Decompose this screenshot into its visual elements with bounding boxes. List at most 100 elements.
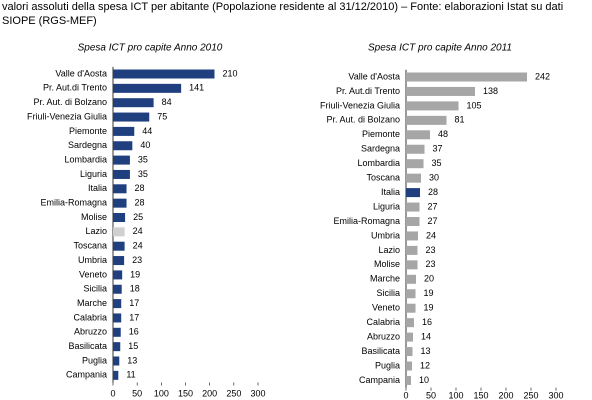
bar [406, 144, 425, 154]
value-label: 28 [135, 183, 145, 193]
bar [406, 260, 418, 270]
x-tick-label: 200 [498, 390, 513, 400]
bar [113, 356, 120, 366]
value-label: 48 [438, 129, 448, 139]
bar [113, 270, 123, 280]
value-label: 23 [426, 259, 436, 269]
category-label: Friuli-Venezia Giulia [27, 111, 107, 121]
category-label: Veneto [79, 269, 107, 279]
value-label: 35 [432, 158, 442, 168]
value-label: 35 [138, 154, 148, 164]
bar [406, 347, 413, 357]
value-label: 18 [130, 284, 140, 294]
value-label: 25 [133, 212, 143, 222]
bar [406, 188, 420, 198]
x-tick-label: 150 [178, 388, 193, 398]
bar [113, 327, 121, 337]
value-label: 12 [420, 360, 430, 370]
category-label: Lazio [378, 245, 400, 255]
bar [406, 361, 412, 371]
value-label: 30 [429, 173, 439, 183]
x-tick-label: 0 [110, 388, 115, 398]
category-label: Piemonte [69, 126, 107, 136]
category-label: Pr. Aut. di Bolzano [33, 97, 107, 107]
category-label: Pr. Aut.di Trento [336, 86, 400, 96]
bar [113, 83, 182, 93]
value-label: 84 [162, 97, 172, 107]
category-label: Italia [381, 187, 400, 197]
bar [113, 112, 150, 122]
category-label: Puglia [375, 360, 400, 370]
x-tick-label: 250 [226, 388, 241, 398]
bar [113, 299, 122, 309]
category-label: Molise [81, 212, 107, 222]
category-label: Calabria [73, 312, 107, 322]
bar [406, 303, 416, 313]
bar [113, 184, 127, 194]
value-label: 28 [428, 187, 438, 197]
bar [406, 318, 414, 328]
bar [406, 231, 418, 241]
value-label: 16 [422, 317, 432, 327]
x-tick-label: 50 [132, 388, 142, 398]
x-tick-label: 100 [154, 388, 169, 398]
value-label: 19 [424, 288, 434, 298]
bar [406, 375, 411, 385]
bar [113, 126, 135, 136]
category-label: Emilia-Romagna [333, 216, 400, 226]
category-label: Basilicata [361, 346, 400, 356]
category-label: Liguria [373, 201, 400, 211]
value-label: 14 [421, 331, 431, 341]
category-label: Valle d'Aosta [55, 68, 107, 78]
category-label: Piemonte [362, 129, 400, 139]
bar [113, 342, 121, 352]
value-label: 35 [138, 169, 148, 179]
category-label: Veneto [372, 303, 400, 313]
category-label: Puglia [82, 355, 107, 365]
category-label: Sicilia [83, 284, 107, 294]
x-tick-label: 50 [426, 390, 436, 400]
category-label: Marche [77, 298, 107, 308]
header-text: valori assoluti della spesa ICT per abit… [2, 1, 564, 27]
bar [406, 72, 527, 82]
value-label: 24 [426, 230, 436, 240]
category-label: Basilicata [68, 341, 107, 351]
value-label: 17 [129, 298, 139, 308]
bar [406, 202, 420, 212]
value-label: 37 [433, 144, 443, 154]
bar [406, 130, 430, 140]
value-label: 210 [223, 68, 238, 78]
x-tick-label: 0 [403, 390, 408, 400]
bar [406, 86, 475, 96]
value-label: 28 [135, 198, 145, 208]
value-label: 15 [128, 341, 138, 351]
bar [113, 213, 126, 222]
category-label: Campania [359, 375, 400, 385]
bar [406, 159, 424, 169]
bar [113, 313, 122, 323]
value-label: 10 [419, 375, 429, 385]
x-tick-label: 150 [473, 390, 488, 400]
bar [113, 69, 215, 79]
bar [113, 169, 130, 179]
category-label: Toscana [366, 173, 400, 183]
category-label: Umbria [371, 230, 400, 240]
category-label: Umbria [78, 255, 107, 265]
value-label: 141 [189, 83, 204, 93]
category-label: Lombardia [64, 154, 107, 164]
value-label: 13 [127, 355, 137, 365]
value-label: 105 [467, 100, 482, 110]
bar [113, 98, 154, 108]
bar [406, 289, 416, 299]
chart-title: Spesa ICT pro capite Anno 2010 [78, 43, 223, 54]
value-label: 23 [132, 255, 142, 265]
x-tick-label: 300 [548, 390, 563, 400]
header: valori assoluti della spesa ICT per abit… [2, 1, 564, 27]
bar [113, 256, 125, 266]
category-label: Abruzzo [74, 327, 107, 337]
value-label: 11 [126, 370, 135, 380]
category-label: Marche [370, 274, 400, 284]
value-label: 19 [130, 269, 140, 279]
value-label: 23 [426, 245, 436, 255]
x-tick-label: 300 [250, 388, 265, 398]
